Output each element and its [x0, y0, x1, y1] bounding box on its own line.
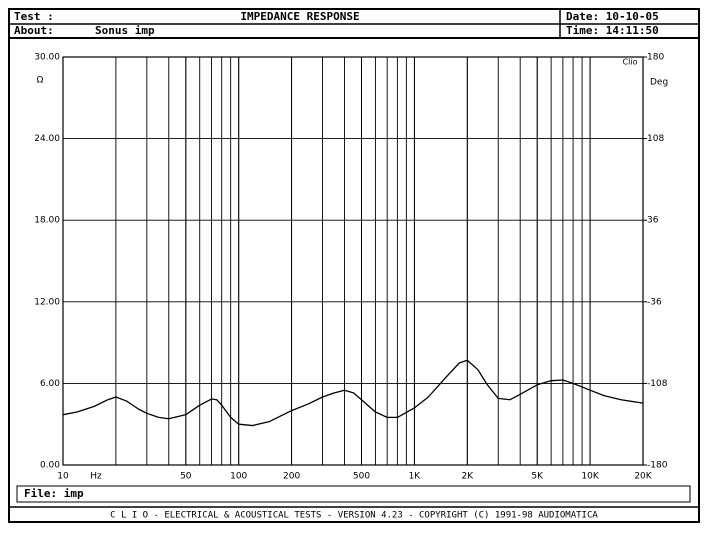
x-tick-label: 500 [353, 472, 370, 482]
y-tick-label: 12.00 [34, 297, 60, 307]
about-value: Sonus imp [95, 24, 155, 37]
y2-tick-label: 36 [647, 216, 659, 226]
y-tick-label: 30.00 [34, 53, 60, 63]
y-tick-label: 24.00 [34, 134, 60, 144]
corner-label: Clio [623, 58, 638, 67]
x-unit: Hz [90, 472, 102, 482]
y2-unit: Deg [650, 78, 668, 88]
x-tick-label: 20K [634, 472, 652, 482]
y2-tick-label: -108 [647, 379, 668, 389]
y2-tick-label: 180 [647, 53, 664, 63]
x-tick-label: 5K [531, 472, 544, 482]
x-tick-label: 1K [409, 472, 422, 482]
banner: C L I O - ELECTRICAL & ACOUSTICAL TESTS … [110, 511, 598, 521]
y2-tick-label: -36 [647, 297, 662, 307]
y-tick-label: 18.00 [34, 216, 60, 226]
y2-tick-label: -180 [647, 461, 668, 471]
y-tick-label: 6.00 [40, 379, 60, 389]
y2-tick-label: 108 [647, 134, 664, 144]
test-label: Test : [14, 10, 54, 23]
x-tick-label: 100 [230, 472, 247, 482]
x-tick-label: 2K [461, 472, 474, 482]
y-unit: Ω [37, 76, 44, 86]
x-tick-label: 10K [581, 472, 599, 482]
y-tick-label: 0.00 [40, 461, 60, 471]
about-label: About: [14, 24, 54, 37]
x-tick-label: 10 [57, 472, 69, 482]
window-frame [8, 8, 700, 523]
date: Date: 10-10-05 [566, 10, 659, 23]
chart-title: IMPEDANCE RESPONSE [240, 10, 359, 23]
file-label: File: imp [24, 487, 84, 500]
x-tick-label: 200 [283, 472, 300, 482]
time: Time: 14:11:50 [566, 24, 659, 37]
impedance-curve [62, 359, 644, 427]
x-tick-label: 50 [180, 472, 192, 482]
file-box [16, 485, 691, 503]
